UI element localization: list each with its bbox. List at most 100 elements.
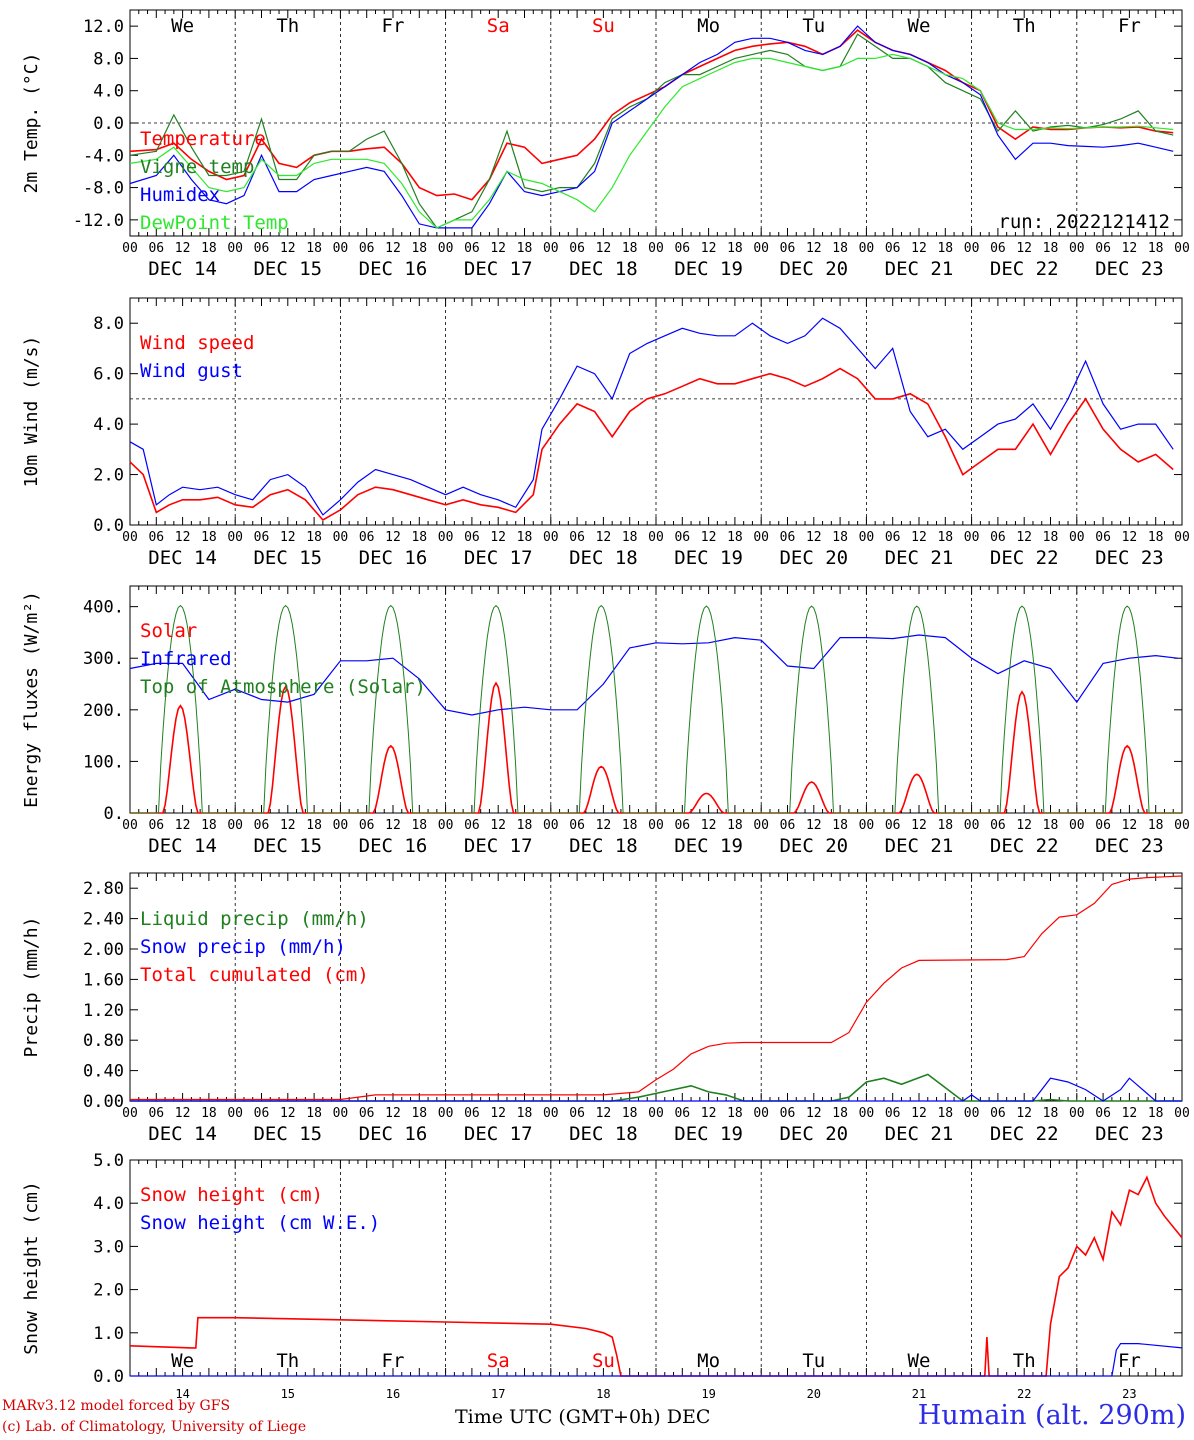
hour-label: 18 (517, 818, 533, 833)
y-tick-label: 2.80 (83, 879, 124, 899)
date-label: DEC 19 (674, 547, 743, 569)
y-tick-label: -8.0 (83, 179, 124, 199)
weekday-label: Fr (382, 1350, 405, 1372)
date-label: DEC 14 (148, 258, 217, 280)
hour-label: 06 (148, 818, 164, 833)
date-label: DEC 15 (253, 1123, 322, 1145)
date-label: DEC 18 (569, 547, 638, 569)
hour-label: 18 (1148, 530, 1164, 545)
hour-label: 12 (1016, 241, 1032, 256)
y-tick-label: 1.60 (83, 970, 124, 990)
hour-label: 18 (201, 1106, 217, 1121)
y-tick-label: 5.0 (93, 1151, 124, 1171)
hour-label: 12 (490, 241, 506, 256)
hour-label: 18 (517, 241, 533, 256)
hour-label: 00 (333, 818, 349, 833)
date-label: DEC 17 (464, 547, 533, 569)
date-label: DEC 19 (674, 835, 743, 857)
y-tick-label: 4.0 (93, 1194, 124, 1214)
weekday-label: Tu (802, 1350, 825, 1372)
weekday-label: Fr (382, 15, 405, 37)
hour-label: 06 (569, 1106, 585, 1121)
hour-label: 00 (1069, 241, 1085, 256)
hour-label: 00 (1174, 241, 1190, 256)
weekday-label: Th (276, 15, 299, 37)
hour-label: 06 (990, 530, 1006, 545)
hour-label: 12 (175, 530, 191, 545)
hour-label: 12 (175, 818, 191, 833)
date-label: DEC 23 (1095, 547, 1164, 569)
y-tick-label: 0.0 (93, 114, 124, 134)
date-label: DEC 18 (569, 1123, 638, 1145)
hour-label: 00 (1174, 530, 1190, 545)
hour-label: 18 (1043, 241, 1059, 256)
hour-label: 18 (937, 818, 953, 833)
day-number-label: 14 (175, 1387, 189, 1401)
hour-label: 12 (701, 241, 717, 256)
y-tick-label: 1.0 (93, 1324, 124, 1344)
y-tick-label: 0.40 (83, 1062, 124, 1082)
hour-label: 00 (648, 818, 664, 833)
hour-label: 06 (148, 241, 164, 256)
y-axis-label: 10m Wind (m/s) (21, 336, 42, 488)
series-line (129, 367, 1174, 522)
hour-label: 06 (359, 530, 375, 545)
panel-2: 8.0 6.0 4.0 2.0 0.0 10m Wind (m/s) 00 06 12 18 00 0… (21, 297, 1190, 569)
lab-credit: (c) Lab. of Climatology, University of L… (2, 1419, 307, 1435)
hour-label: 00 (333, 1106, 349, 1121)
hour-label: 00 (753, 530, 769, 545)
hour-label: 18 (1148, 818, 1164, 833)
hour-label: 06 (990, 1106, 1006, 1121)
date-label: DEC 20 (779, 258, 848, 280)
series-line (130, 1077, 1182, 1102)
hour-label: 18 (622, 241, 638, 256)
hour-label: 18 (306, 1106, 322, 1121)
hour-label: 12 (175, 1106, 191, 1121)
hour-label: 06 (254, 818, 270, 833)
hour-label: 12 (385, 241, 401, 256)
series-line (130, 875, 1183, 1101)
series-line (129, 317, 1174, 516)
hour-label: 18 (622, 1106, 638, 1121)
date-label: DEC 20 (779, 547, 848, 569)
day-number-label: 15 (281, 1387, 295, 1401)
weekday-label: We (908, 1350, 931, 1372)
hour-label: 00 (1174, 818, 1190, 833)
date-label: DEC 18 (569, 258, 638, 280)
hour-label: 12 (806, 818, 822, 833)
hour-label: 06 (569, 530, 585, 545)
hour-label: 00 (543, 818, 559, 833)
hour-label: 00 (227, 818, 243, 833)
hour-label: 18 (306, 530, 322, 545)
legend-entry: Total cumulated (cm) (140, 964, 369, 986)
series-line (130, 1073, 1182, 1102)
date-label: DEC 23 (1095, 258, 1164, 280)
y-tick-label: 0.0 (93, 516, 124, 536)
hour-label: 06 (780, 241, 796, 256)
hour-label: 06 (674, 818, 690, 833)
hour-label: 06 (674, 530, 690, 545)
hour-label: 00 (1069, 530, 1085, 545)
series-line (129, 29, 1174, 201)
hour-label: 00 (859, 530, 875, 545)
hour-label: 00 (122, 818, 138, 833)
y-tick-label: 0.0 (93, 1367, 124, 1387)
hour-label: 00 (438, 818, 454, 833)
date-label: DEC 14 (148, 835, 217, 857)
date-label: DEC 18 (569, 835, 638, 857)
weekday-label: Mo (697, 1350, 720, 1372)
hour-label: 18 (727, 530, 743, 545)
hour-label: 00 (227, 530, 243, 545)
model-credit: MARv3.12 model forced by GFS (2, 1398, 231, 1414)
day-number-label: 20 (807, 1387, 821, 1401)
hour-label: 12 (806, 1106, 822, 1121)
date-label: DEC 17 (464, 1123, 533, 1145)
hour-label: 18 (622, 818, 638, 833)
hour-label: 00 (333, 241, 349, 256)
hour-label: 00 (438, 530, 454, 545)
date-label: DEC 17 (464, 258, 533, 280)
hour-label: 06 (359, 1106, 375, 1121)
hour-label: 18 (1148, 241, 1164, 256)
hour-label: 06 (885, 1106, 901, 1121)
legend-entry: Wind gust (140, 360, 243, 382)
